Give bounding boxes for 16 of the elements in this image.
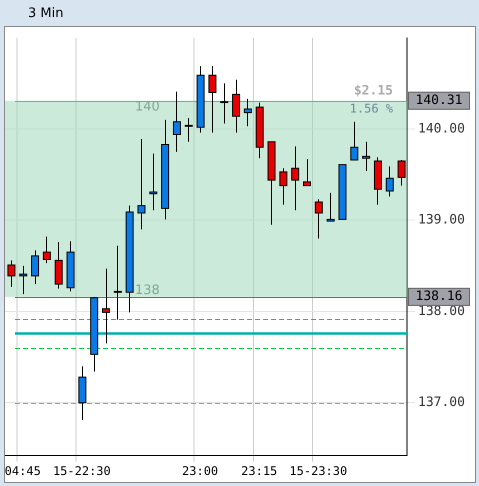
x-tick-label: 23:15 bbox=[241, 464, 278, 478]
x-tick-label: 15-23:30 bbox=[289, 464, 348, 478]
y-tick-label: 138.00 bbox=[418, 304, 465, 319]
ref-line-label: 138.16 bbox=[416, 289, 462, 304]
y-tick-label: 137.00 bbox=[418, 395, 465, 410]
annotation: $2.15 bbox=[354, 84, 393, 99]
y-tick-label: 139.00 bbox=[418, 212, 465, 228]
ref-line-label: 140.31 bbox=[416, 93, 462, 108]
x-tick-label: 23:00 bbox=[182, 464, 218, 478]
annotation: 140 bbox=[135, 100, 160, 115]
y-tick-label: 140.00 bbox=[418, 121, 465, 136]
annotation: 1.56 % bbox=[350, 102, 394, 116]
band-label: 138 bbox=[135, 282, 160, 298]
x-tick-label: 04:45 bbox=[4, 464, 41, 478]
chart-title: 3 Min bbox=[28, 6, 64, 21]
x-tick-label: 15-22:30 bbox=[52, 464, 111, 478]
